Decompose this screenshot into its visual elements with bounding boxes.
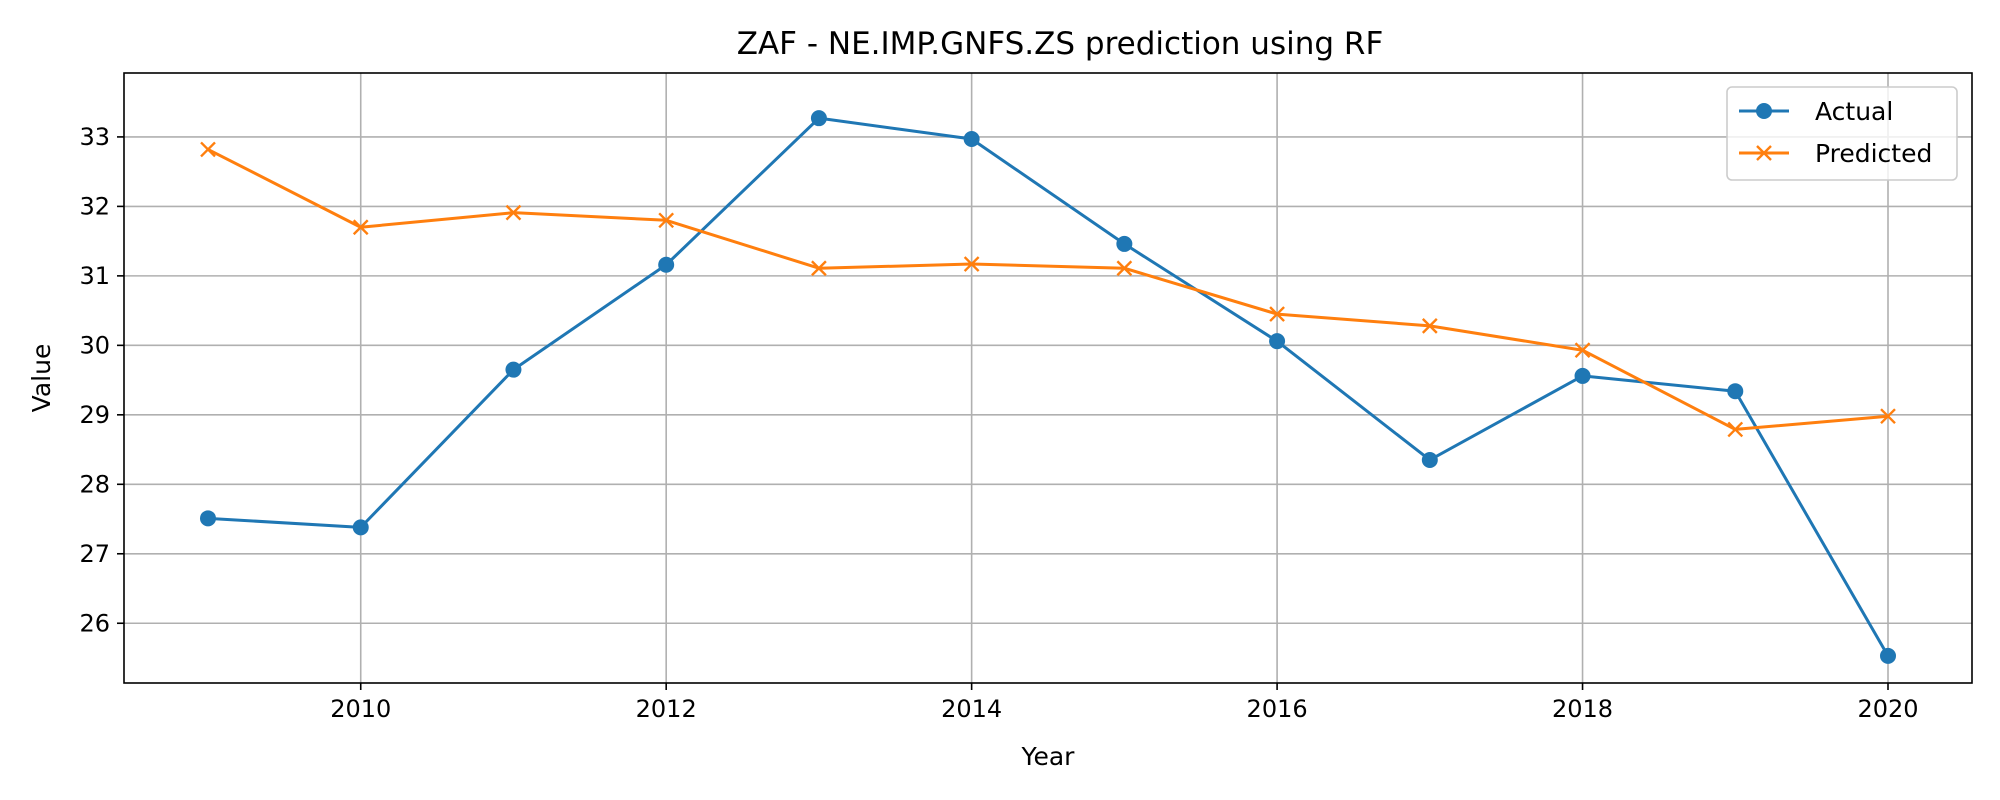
legend-label: Actual bbox=[1815, 97, 1893, 126]
chart-title: ZAF - NE.IMP.GNFS.ZS prediction using RF bbox=[737, 26, 1384, 62]
legend-marker-circle bbox=[1756, 103, 1772, 119]
data-point-predicted bbox=[1880, 408, 1896, 425]
y-tick-label: 27 bbox=[79, 540, 110, 568]
series-line-predicted bbox=[207, 148, 1889, 431]
legend-label: Predicted bbox=[1815, 139, 1932, 168]
data-point-predicted bbox=[811, 260, 827, 277]
series-actual bbox=[200, 110, 1896, 664]
data-point-actual bbox=[658, 256, 675, 273]
data-point-actual bbox=[810, 110, 827, 127]
data-point-predicted bbox=[1727, 421, 1744, 438]
x-tick-label: 2010 bbox=[330, 695, 391, 723]
data-point-predicted bbox=[1574, 342, 1591, 359]
x-tick-label: 2014 bbox=[941, 695, 1002, 723]
data-point-predicted bbox=[200, 141, 216, 158]
grid bbox=[124, 73, 1972, 683]
series-predicted bbox=[200, 141, 1896, 438]
data-point-actual bbox=[1269, 333, 1286, 350]
legend-item-actual: Actual bbox=[1739, 97, 1893, 126]
y-tick-label: 28 bbox=[79, 470, 110, 498]
x-tick-label: 2012 bbox=[636, 695, 697, 723]
data-point-actual bbox=[505, 361, 522, 378]
legend-item-predicted: Predicted bbox=[1739, 139, 1932, 168]
y-tick-label: 29 bbox=[79, 401, 110, 429]
data-point-actual bbox=[1880, 647, 1896, 664]
plot-frame bbox=[123, 72, 1973, 684]
series-layer bbox=[200, 110, 1896, 664]
x-tick-label: 2020 bbox=[1857, 695, 1918, 723]
y-axis-label: Value bbox=[27, 344, 56, 413]
data-point-predicted bbox=[352, 219, 369, 236]
data-point-predicted bbox=[1421, 318, 1438, 334]
data-point-actual bbox=[1421, 451, 1438, 468]
data-point-predicted bbox=[505, 204, 522, 221]
x-tick-label: 2016 bbox=[1247, 695, 1308, 723]
data-point-predicted bbox=[963, 256, 980, 272]
y-tick-label: 31 bbox=[79, 262, 110, 290]
data-point-predicted bbox=[658, 212, 675, 229]
data-point-predicted bbox=[1269, 306, 1285, 322]
y-tick-label: 26 bbox=[79, 609, 110, 637]
data-point-predicted bbox=[1116, 260, 1133, 277]
axis-ticks: 2010 2012 2014 2016 2018 2020 26 27 28 29 30 31 32 33 bbox=[79, 123, 1918, 723]
y-tick-label: 32 bbox=[79, 192, 110, 220]
x-tick-label: 2018 bbox=[1552, 695, 1613, 723]
data-point-actual bbox=[1727, 383, 1744, 400]
data-point-actual bbox=[1574, 367, 1591, 384]
data-point-actual bbox=[352, 519, 369, 536]
series-line-actual bbox=[207, 116, 1890, 657]
data-point-actual bbox=[963, 131, 980, 148]
data-point-actual bbox=[1116, 235, 1133, 252]
legend: Actual Predicted bbox=[1726, 86, 1958, 181]
data-point-actual bbox=[200, 510, 216, 527]
x-axis-label: Year bbox=[1021, 742, 1076, 771]
y-tick-label: 33 bbox=[79, 123, 110, 151]
y-tick-label: 30 bbox=[79, 331, 110, 359]
